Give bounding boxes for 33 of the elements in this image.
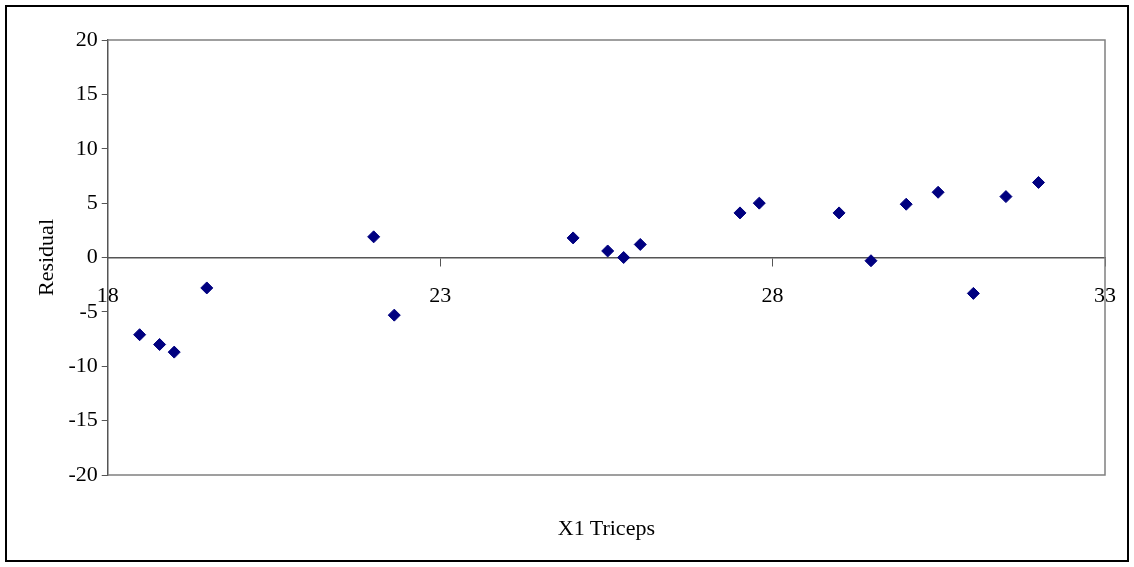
y-tick-label: 10: [75, 134, 98, 160]
point: [167, 345, 181, 359]
point: [999, 190, 1013, 204]
point: [832, 206, 846, 220]
x-tick-label: 33: [1094, 282, 1116, 308]
point: [633, 237, 647, 251]
point: [966, 286, 980, 300]
point: [617, 251, 631, 264]
y-tick-label: 5: [86, 188, 98, 214]
point: [566, 231, 580, 245]
y-tick-label: 20: [75, 25, 98, 51]
y-tick-label: -10: [68, 352, 98, 378]
x-tick-label: 28: [761, 282, 784, 308]
point: [387, 308, 401, 322]
y-tick-label: -15: [68, 406, 98, 432]
point: [133, 328, 147, 342]
point: [200, 281, 214, 295]
point: [864, 254, 878, 268]
point: [733, 206, 747, 220]
point: [1032, 175, 1046, 189]
x-tick-label: 23: [429, 282, 452, 308]
x-axis-title: X1 Triceps: [557, 514, 655, 540]
y-tick-label: -20: [68, 460, 98, 486]
y-tick-label: 0: [86, 243, 98, 269]
y-tick-label: 15: [75, 80, 98, 106]
point: [752, 196, 766, 210]
y-axis-title: Residual: [32, 219, 58, 296]
point: [601, 244, 615, 258]
point: [899, 197, 913, 211]
y-tick-label: -5: [79, 297, 98, 323]
point: [367, 230, 381, 244]
point: [153, 338, 167, 351]
point: [931, 185, 945, 199]
